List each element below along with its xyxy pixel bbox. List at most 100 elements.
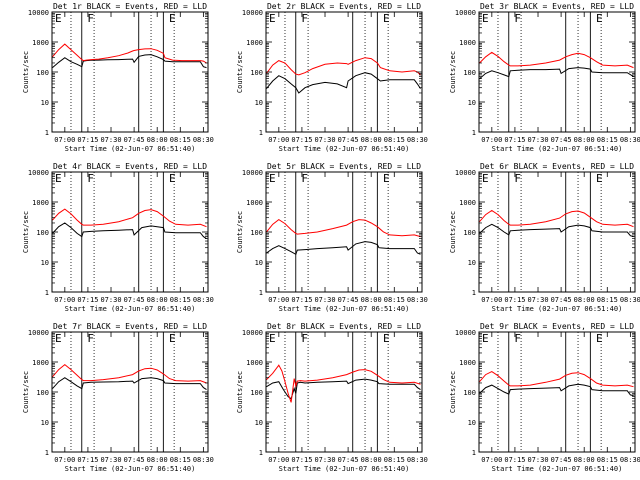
x-tick-label: 07:15 bbox=[291, 136, 312, 144]
y-axis-label: Counts/sec bbox=[449, 51, 457, 93]
x-tick-label: 07:00 bbox=[481, 136, 502, 144]
region-marker-label: E bbox=[169, 12, 176, 25]
x-tick-label: 07:30 bbox=[527, 456, 548, 464]
y-axis-label: Counts/sec bbox=[22, 211, 30, 253]
x-tick-label: 07:00 bbox=[481, 456, 502, 464]
region-marker-label: F bbox=[87, 12, 94, 25]
x-tick-label: 07:15 bbox=[291, 456, 312, 464]
region-marker-label: E bbox=[482, 12, 489, 25]
y-tick-label: 10 bbox=[255, 99, 263, 107]
y-tick-label: 100 bbox=[250, 389, 263, 397]
y-tick-label: 1 bbox=[259, 289, 263, 297]
y-tick-label: 1000 bbox=[246, 199, 263, 207]
y-tick-label: 100 bbox=[250, 69, 263, 77]
y-axis-label: Counts/sec bbox=[236, 371, 244, 413]
series-line-lld bbox=[266, 57, 421, 76]
y-axis-label: Counts/sec bbox=[236, 51, 244, 93]
x-tick-label: 08:15 bbox=[597, 136, 618, 144]
region-marker-label: E bbox=[55, 12, 62, 25]
plot-frame bbox=[265, 331, 423, 453]
series-line-lld bbox=[479, 51, 634, 69]
region-marker-label: E bbox=[55, 172, 62, 185]
x-axis-label: Start Time (02-Jun-07 06:51:40) bbox=[492, 465, 623, 473]
x-tick-label: 08:30 bbox=[193, 136, 214, 144]
series-line-events bbox=[479, 223, 634, 238]
x-tick-label: 08:30 bbox=[407, 296, 428, 304]
region-marker-label: F bbox=[301, 332, 308, 345]
series-line-events bbox=[479, 383, 634, 397]
y-tick-label: 10000 bbox=[455, 9, 476, 17]
series-line-events bbox=[266, 241, 421, 256]
series-line-events bbox=[266, 72, 421, 94]
y-tick-label: 10 bbox=[255, 419, 263, 427]
plot-frame bbox=[265, 171, 423, 293]
x-tick-label: 07:15 bbox=[77, 136, 98, 144]
series-line-lld bbox=[52, 208, 207, 228]
x-tick-label: 08:00 bbox=[574, 296, 595, 304]
x-tick-label: 07:00 bbox=[54, 296, 75, 304]
region-marker-label: F bbox=[87, 332, 94, 345]
y-tick-label: 1000 bbox=[32, 359, 49, 367]
x-axis-label: Start Time (02-Jun-07 06:51:40) bbox=[279, 145, 410, 153]
x-tick-label: 08:30 bbox=[620, 456, 640, 464]
series-line-lld bbox=[479, 209, 634, 228]
x-axis-label: Start Time (02-Jun-07 06:51:40) bbox=[492, 145, 623, 153]
x-tick-label: 08:15 bbox=[384, 296, 405, 304]
x-tick-label: 08:00 bbox=[574, 456, 595, 464]
x-tick-label: 08:00 bbox=[361, 296, 382, 304]
x-tick-label: 07:45 bbox=[551, 296, 572, 304]
chart-title: Det 8r BLACK = Events, RED = LLD bbox=[267, 322, 421, 331]
y-tick-label: 100 bbox=[36, 229, 49, 237]
y-tick-label: 1 bbox=[472, 129, 476, 137]
series-line-lld bbox=[479, 371, 634, 388]
region-marker-label: E bbox=[169, 332, 176, 345]
region-marker-label: F bbox=[301, 172, 308, 185]
x-tick-label: 07:00 bbox=[268, 296, 289, 304]
chart-title: Det 2r BLACK = Events, RED = LLD bbox=[267, 2, 421, 11]
y-axis-label: Counts/sec bbox=[236, 211, 244, 253]
x-tick-label: 07:30 bbox=[527, 136, 548, 144]
series-line-lld bbox=[266, 218, 421, 238]
x-tick-label: 07:45 bbox=[124, 136, 145, 144]
region-marker-label: E bbox=[383, 12, 390, 25]
region-marker-label: F bbox=[514, 332, 521, 345]
y-tick-label: 100 bbox=[36, 69, 49, 77]
region-marker-label: E bbox=[269, 172, 276, 185]
x-tick-label: 07:30 bbox=[100, 296, 121, 304]
y-tick-label: 10000 bbox=[455, 329, 476, 337]
y-tick-label: 10 bbox=[468, 259, 476, 267]
x-tick-label: 08:30 bbox=[193, 456, 214, 464]
x-axis-label: Start Time (02-Jun-07 06:51:40) bbox=[65, 305, 196, 313]
series-line-events bbox=[52, 377, 207, 391]
x-tick-label: 07:30 bbox=[100, 456, 121, 464]
series-line-events bbox=[52, 222, 207, 240]
y-tick-label: 10 bbox=[41, 419, 49, 427]
y-tick-label: 100 bbox=[463, 389, 476, 397]
y-tick-label: 10000 bbox=[242, 329, 263, 337]
y-tick-label: 1 bbox=[259, 129, 263, 137]
chart-title: Det 4r BLACK = Events, RED = LLD bbox=[53, 162, 207, 171]
x-tick-label: 07:00 bbox=[481, 296, 502, 304]
x-tick-label: 07:45 bbox=[124, 456, 145, 464]
x-tick-label: 07:15 bbox=[504, 456, 525, 464]
x-tick-label: 07:00 bbox=[54, 456, 75, 464]
x-tick-label: 07:45 bbox=[338, 136, 359, 144]
x-tick-label: 07:15 bbox=[504, 296, 525, 304]
chart-title: Det 3r BLACK = Events, RED = LLD bbox=[480, 2, 634, 11]
y-axis-label: Counts/sec bbox=[22, 51, 30, 93]
x-tick-label: 08:00 bbox=[361, 456, 382, 464]
x-tick-label: 07:15 bbox=[77, 296, 98, 304]
chart-title: Det 7r BLACK = Events, RED = LLD bbox=[53, 322, 207, 331]
region-marker-label: E bbox=[596, 332, 603, 345]
y-tick-label: 1 bbox=[45, 449, 49, 457]
x-tick-label: 07:45 bbox=[551, 456, 572, 464]
x-tick-label: 08:00 bbox=[574, 136, 595, 144]
y-tick-label: 1000 bbox=[459, 359, 476, 367]
x-tick-label: 08:00 bbox=[361, 136, 382, 144]
